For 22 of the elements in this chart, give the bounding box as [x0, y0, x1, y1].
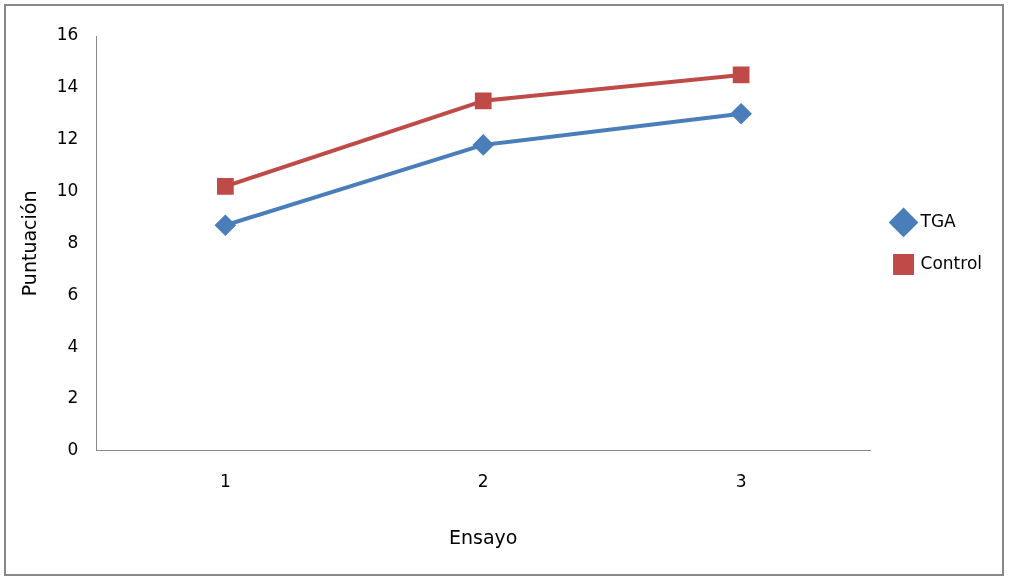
y-tick-label: 12 — [56, 128, 79, 149]
x-tick-label: 1 — [219, 471, 231, 492]
y-tick-label: 2 — [67, 387, 79, 408]
point — [217, 178, 234, 195]
y-axis-title: Puntuación — [18, 190, 41, 297]
y-tick-label: 6 — [67, 283, 79, 304]
y-tick-label: 16 — [56, 24, 79, 45]
y-tick-label: 4 — [67, 335, 79, 356]
y-tick-label: 0 — [67, 439, 79, 460]
x-axis-title: Ensayo — [449, 525, 518, 548]
point — [731, 103, 752, 124]
point — [473, 134, 494, 155]
y-tick-label: 8 — [67, 231, 79, 252]
x-tick-label: 2 — [477, 471, 489, 492]
x-tick-label: 3 — [735, 471, 747, 492]
point — [215, 215, 236, 236]
point — [474, 92, 492, 110]
y-tick-label: 10 — [56, 179, 79, 200]
y-tick-label: 14 — [56, 76, 79, 97]
legend-label: Control — [920, 252, 982, 273]
legend-label: TGA — [919, 210, 957, 231]
point — [732, 66, 750, 84]
